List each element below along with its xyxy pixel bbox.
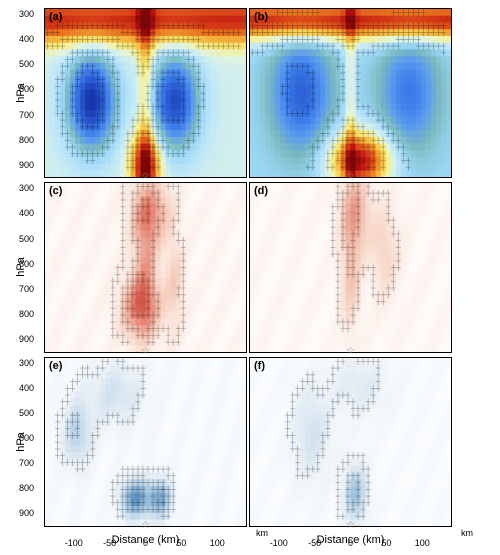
panel-label-f: (f): [254, 360, 265, 372]
panel-a: (a) hPa 300400500600700800900 ☆: [44, 8, 247, 178]
panel-label-b: (b): [254, 11, 268, 23]
panel-b: (b) ☆: [249, 8, 452, 178]
panel-label-c: (c): [49, 185, 62, 197]
heatmap-e: [45, 358, 246, 526]
heatmap-b: [250, 9, 451, 177]
heatmap-c: [45, 183, 246, 351]
star-marker: ☆: [346, 520, 355, 531]
star-marker: ☆: [346, 346, 355, 357]
star-marker: ☆: [141, 346, 150, 357]
panel-d: (d) ☆: [249, 182, 452, 352]
panel-label-a: (a): [49, 11, 62, 23]
star-marker: ☆: [346, 171, 355, 182]
star-marker: ☆: [141, 520, 150, 531]
panel-e: (e) hPa Distance (km) 300400500600700800…: [44, 357, 247, 527]
panel-f: (f) Distance (km) -100-50050100 km ☆: [249, 357, 452, 527]
panel-c: (c) hPa 300400500600700800900 ☆: [44, 182, 247, 352]
heatmap-a: [45, 9, 246, 177]
xunit-f: km: [461, 528, 473, 538]
star-marker: ☆: [141, 171, 150, 182]
figure-grid: (a) hPa 300400500600700800900 ☆ (b) ☆ (c…: [0, 0, 500, 555]
panel-label-d: (d): [254, 185, 268, 197]
heatmap-d: [250, 183, 451, 351]
heatmap-f: [250, 358, 451, 526]
xunit-e: km: [256, 528, 268, 538]
panel-label-e: (e): [49, 360, 62, 372]
